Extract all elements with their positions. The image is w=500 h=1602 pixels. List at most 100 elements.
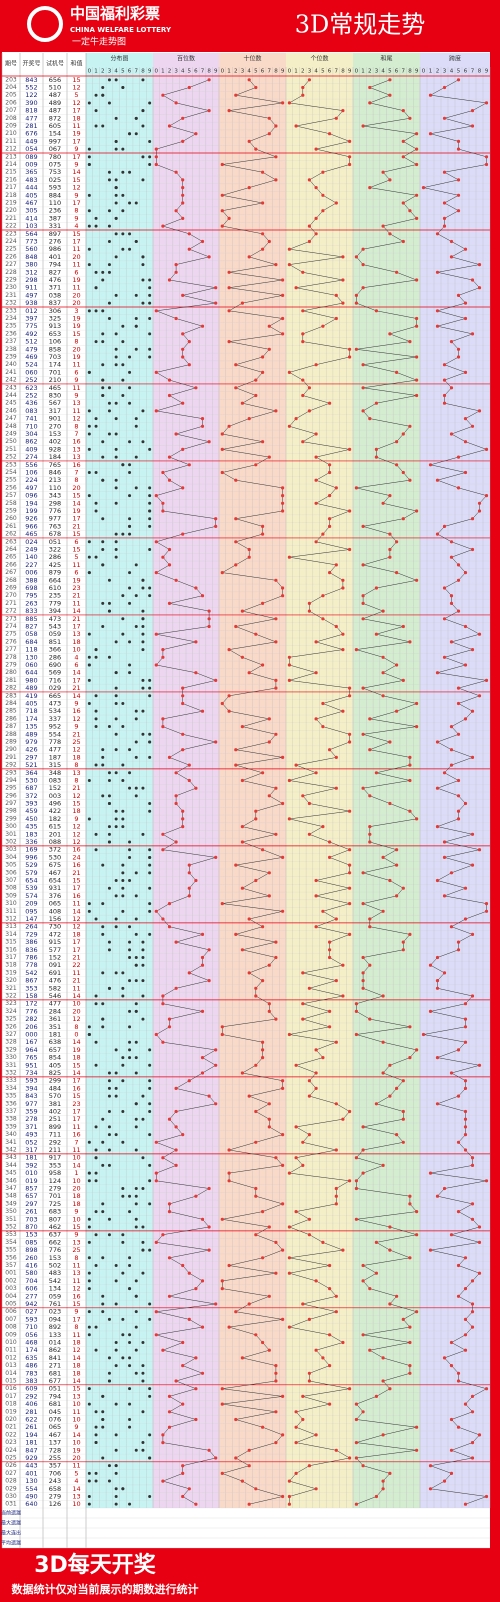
trend-dot bbox=[381, 609, 385, 613]
dist-dot bbox=[128, 771, 132, 775]
trend-dot bbox=[361, 732, 365, 736]
trend-dot bbox=[415, 393, 419, 398]
trend-dot bbox=[354, 648, 358, 652]
dist-dot bbox=[94, 270, 98, 274]
draw: 795 bbox=[25, 592, 37, 600]
trend-dot bbox=[227, 1263, 231, 1268]
trend-dot bbox=[274, 578, 278, 582]
trial: 065 bbox=[49, 1423, 61, 1431]
draw: 489 bbox=[25, 730, 37, 738]
trend-line bbox=[155, 79, 217, 1505]
sum: 14 bbox=[72, 1354, 80, 1362]
dist-dot bbox=[134, 1448, 138, 1452]
dist-dot bbox=[114, 825, 118, 829]
dist-dot bbox=[128, 855, 132, 859]
trend-dot bbox=[368, 963, 372, 967]
dist-dot bbox=[148, 1317, 152, 1321]
trend-dot bbox=[328, 1025, 332, 1029]
trend-dot bbox=[220, 162, 224, 167]
trial: 716 bbox=[49, 676, 61, 684]
sum: 14 bbox=[72, 1377, 80, 1385]
trend-dot bbox=[181, 1402, 185, 1406]
sum: 18 bbox=[72, 930, 80, 938]
trend-dot bbox=[354, 1179, 358, 1183]
trend-dot bbox=[200, 1325, 205, 1329]
trend-dot bbox=[415, 147, 419, 151]
dist-dot bbox=[121, 324, 125, 328]
dist-dot bbox=[114, 925, 118, 929]
trend-dot bbox=[240, 1356, 244, 1360]
digit-header: 3 bbox=[108, 69, 112, 75]
dist-dot bbox=[148, 1079, 152, 1083]
trend-dot bbox=[281, 1086, 285, 1090]
trend-dot bbox=[287, 1479, 291, 1483]
dist-dot bbox=[94, 1479, 98, 1483]
issue: 304 bbox=[5, 854, 17, 861]
trend-dot bbox=[381, 224, 385, 228]
trend-dot bbox=[167, 601, 172, 606]
draw: 479 bbox=[25, 345, 37, 353]
trend-dot bbox=[401, 139, 405, 143]
trend-dot bbox=[442, 378, 447, 382]
issue: 245 bbox=[5, 400, 17, 407]
dist-dot bbox=[128, 1333, 132, 1337]
trend-dot bbox=[220, 1387, 224, 1391]
digit-header: 6 bbox=[128, 69, 132, 75]
trial: 554 bbox=[49, 730, 61, 738]
sum: 5 bbox=[74, 553, 78, 561]
trend-dot bbox=[274, 155, 278, 159]
digit-header: 5 bbox=[321, 69, 325, 75]
issue: 351 bbox=[5, 1216, 17, 1223]
sum: 15 bbox=[72, 1223, 80, 1231]
sum: 12 bbox=[72, 915, 80, 923]
dist-dot bbox=[134, 917, 138, 921]
sum: 8 bbox=[74, 1254, 78, 1262]
dist-dot bbox=[134, 317, 138, 321]
trend-dot bbox=[321, 1056, 325, 1060]
trend-dot bbox=[294, 417, 298, 421]
trend-dot bbox=[314, 671, 318, 675]
trend-dot bbox=[154, 632, 158, 636]
dist-dot bbox=[134, 624, 138, 628]
trend-dot bbox=[207, 255, 211, 259]
issue: 338 bbox=[5, 1116, 17, 1123]
dist-dot bbox=[148, 1302, 152, 1306]
issue: 261 bbox=[5, 523, 17, 530]
dist-dot bbox=[134, 963, 138, 967]
sum: 20 bbox=[72, 253, 80, 261]
dist-dot bbox=[148, 902, 152, 906]
issue: 226 bbox=[5, 253, 17, 260]
sum: 19 bbox=[72, 130, 80, 138]
trend-dot bbox=[200, 963, 205, 967]
dist-dot bbox=[114, 1494, 118, 1498]
trend-dot bbox=[395, 1294, 399, 1298]
trend-dot bbox=[449, 601, 454, 606]
trend-dot bbox=[301, 85, 305, 90]
trial: 405 bbox=[49, 1061, 61, 1069]
dist-dot bbox=[101, 1456, 105, 1460]
trend-dot bbox=[161, 1348, 165, 1352]
trial: 422 bbox=[49, 807, 61, 815]
draw: 388 bbox=[25, 576, 37, 584]
trend-dot bbox=[395, 463, 399, 467]
trend-dot bbox=[348, 694, 352, 698]
dist-dot bbox=[101, 124, 105, 128]
trend-dot bbox=[408, 116, 412, 120]
draw: 977 bbox=[25, 1100, 37, 1108]
dist-dot bbox=[101, 1256, 105, 1260]
zone-header: 个位数 bbox=[310, 55, 328, 63]
trend-dot bbox=[247, 1448, 251, 1452]
issue: 015 bbox=[5, 1377, 17, 1384]
draw: 056 bbox=[25, 1331, 37, 1339]
trend-dot bbox=[274, 1371, 278, 1375]
trend-dot bbox=[314, 478, 318, 482]
trial: 182 bbox=[49, 815, 61, 823]
dist-dot bbox=[107, 1371, 111, 1375]
dist-dot bbox=[114, 147, 118, 151]
trend-dot bbox=[274, 732, 278, 736]
dist-dot bbox=[107, 409, 111, 413]
trial: 106 bbox=[49, 338, 61, 346]
trend-dot bbox=[361, 247, 365, 251]
sum: 16 bbox=[72, 1292, 80, 1300]
draw: 843 bbox=[25, 1092, 37, 1100]
